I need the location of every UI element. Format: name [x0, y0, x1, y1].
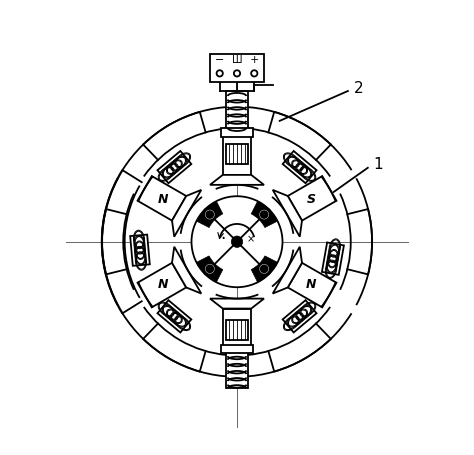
Text: ×: × [247, 234, 255, 244]
Polygon shape [172, 190, 201, 237]
Circle shape [205, 210, 214, 219]
Polygon shape [137, 263, 186, 308]
Wedge shape [196, 256, 223, 282]
Circle shape [205, 264, 214, 273]
Wedge shape [251, 201, 278, 228]
Wedge shape [251, 256, 278, 282]
Polygon shape [226, 320, 248, 340]
Text: N: N [158, 192, 168, 206]
Bar [221, 128, 253, 136]
Text: ·: · [220, 230, 226, 248]
Text: +: + [250, 56, 259, 65]
Polygon shape [137, 176, 186, 221]
Text: 2: 2 [354, 81, 363, 96]
Circle shape [260, 210, 269, 219]
Bar [227, 350, 247, 388]
Bar [210, 54, 264, 82]
Text: Ш: Ш [232, 56, 242, 65]
Polygon shape [223, 308, 251, 349]
Polygon shape [283, 300, 317, 333]
Text: S: S [233, 320, 241, 334]
Polygon shape [288, 176, 337, 221]
Polygon shape [210, 298, 264, 308]
Polygon shape [288, 263, 337, 308]
Polygon shape [157, 151, 191, 183]
Polygon shape [210, 175, 264, 185]
Polygon shape [157, 300, 191, 333]
Polygon shape [223, 135, 251, 175]
Polygon shape [226, 144, 248, 163]
Polygon shape [172, 247, 201, 293]
Polygon shape [273, 190, 302, 237]
Polygon shape [283, 151, 317, 183]
Text: N: N [158, 278, 168, 291]
Bar [221, 345, 253, 353]
Polygon shape [322, 243, 344, 275]
Text: 1: 1 [374, 157, 383, 172]
Polygon shape [273, 247, 302, 293]
Text: S: S [306, 192, 315, 206]
Circle shape [191, 196, 283, 287]
Text: S: S [233, 150, 241, 163]
Bar [227, 91, 247, 129]
Polygon shape [130, 235, 150, 266]
Text: −: − [215, 56, 224, 65]
Text: N: N [306, 278, 316, 291]
Circle shape [231, 236, 243, 248]
Wedge shape [196, 201, 223, 228]
Circle shape [260, 264, 269, 273]
